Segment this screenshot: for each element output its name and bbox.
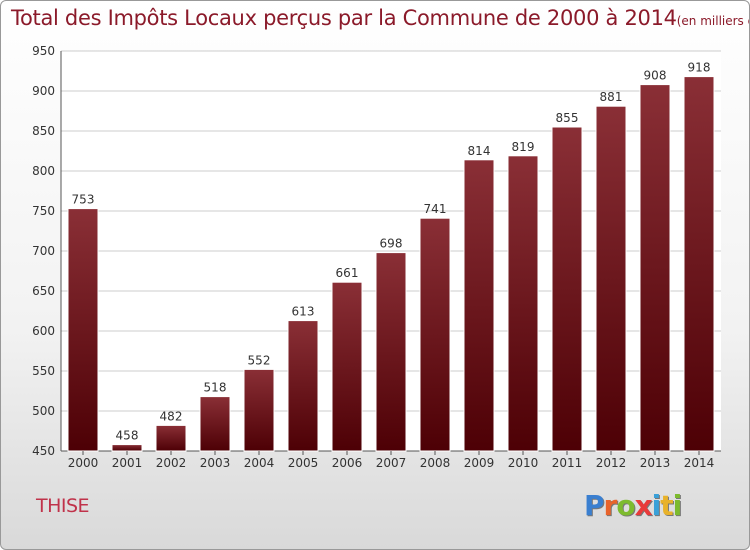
x-tick-label: 2009 (464, 456, 495, 470)
bar (419, 217, 451, 452)
bar (111, 444, 143, 452)
bar (155, 424, 187, 452)
logo-letter: o (616, 489, 635, 522)
data-label: 741 (424, 202, 447, 216)
chart-title: Total des Impôts Locaux perçus par la Co… (11, 6, 677, 30)
data-label: 814 (468, 144, 491, 158)
data-label: 698 (380, 237, 403, 251)
logo-letter: r (603, 489, 618, 522)
bar (243, 368, 275, 452)
data-label: 855 (556, 111, 579, 125)
data-label: 908 (644, 69, 667, 83)
data-label: 661 (336, 266, 359, 280)
x-tick-label: 2000 (68, 456, 99, 470)
bar (507, 155, 539, 452)
logo-letter: P (584, 489, 605, 522)
y-tick-label: 600 (32, 324, 55, 338)
logo-letter: t (660, 489, 673, 522)
data-label: 819 (512, 140, 535, 154)
y-tick-label: 650 (32, 284, 55, 298)
data-label: 918 (688, 61, 711, 75)
x-tick-label: 2012 (596, 456, 627, 470)
chart-title-wrap: Total des Impôts Locaux perçus par la Co… (11, 6, 749, 30)
data-label: 482 (160, 409, 183, 423)
x-tick-label: 2006 (332, 456, 363, 470)
bar (287, 320, 319, 452)
bar (639, 84, 671, 452)
x-tick-label: 2001 (112, 456, 143, 470)
x-tick-label: 2003 (200, 456, 231, 470)
y-tick-label: 750 (32, 204, 55, 218)
data-label: 458 (116, 429, 139, 443)
bar (463, 159, 495, 452)
commune-name: THISE (36, 495, 90, 517)
x-tick-label: 2014 (684, 456, 715, 470)
data-label: 552 (248, 353, 271, 367)
logo-letter: i (672, 489, 683, 522)
y-tick-label: 700 (32, 244, 55, 258)
logo-letter: x (634, 489, 653, 522)
data-label: 613 (292, 305, 315, 319)
bar (331, 281, 363, 452)
y-tick-label: 800 (32, 164, 55, 178)
x-tick-label: 2011 (552, 456, 583, 470)
bar (551, 126, 583, 452)
x-tick-label: 2010 (508, 456, 539, 470)
logo-letter: i (651, 489, 662, 522)
bar (67, 208, 99, 452)
y-tick-label: 850 (32, 124, 55, 138)
y-tick-label: 500 (32, 404, 55, 418)
bar (375, 252, 407, 452)
bar (199, 396, 231, 452)
chart-unit: (en milliers d'€) (676, 14, 749, 28)
y-tick-label: 450 (32, 444, 55, 458)
y-tick-label: 550 (32, 364, 55, 378)
bar (683, 76, 715, 452)
y-tick-label: 900 (32, 84, 55, 98)
data-label: 518 (204, 381, 227, 395)
data-label: 881 (600, 90, 623, 104)
x-tick-label: 2004 (244, 456, 275, 470)
x-tick-label: 2002 (156, 456, 187, 470)
x-tick-label: 2013 (640, 456, 671, 470)
proxiti-logo: Proxiti (584, 489, 683, 522)
y-tick-label: 950 (32, 44, 55, 58)
data-label: 753 (72, 193, 95, 207)
x-tick-label: 2005 (288, 456, 319, 470)
x-tick-label: 2007 (376, 456, 407, 470)
x-tick-label: 2008 (420, 456, 451, 470)
bar (595, 105, 627, 452)
